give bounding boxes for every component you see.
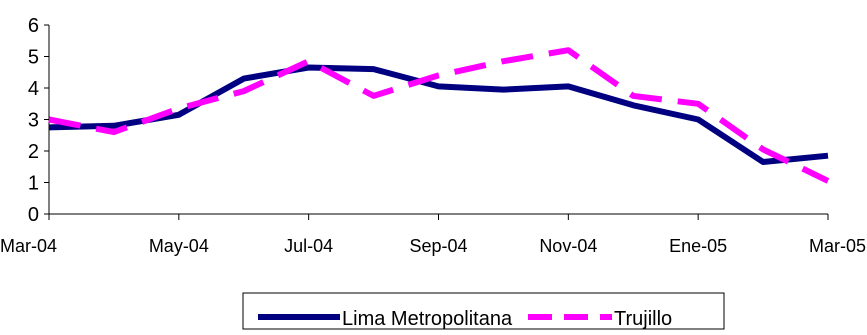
y-tick-label: 5 (28, 47, 39, 69)
legend-label-lima: Lima Metropolitana (342, 308, 513, 330)
x-tick-label: Ene-05 (669, 236, 727, 256)
y-axis: 0 1 2 3 4 5 6 (28, 15, 50, 226)
legend-label-trujillo: Trujillo (614, 308, 672, 330)
y-tick-label: 3 (28, 110, 39, 132)
y-tick-label: 1 (28, 173, 39, 195)
series-line-trujillo (48, 47, 830, 184)
x-tick-label: Mar-05 (809, 236, 866, 256)
y-tick-label: 6 (28, 15, 39, 37)
y-tick-label: 4 (28, 78, 39, 100)
legend-box (242, 292, 725, 330)
x-tick-label: Mar-04 (0, 236, 57, 256)
y-tick-label: 0 (28, 204, 39, 226)
x-tick-label: Nov-04 (539, 236, 597, 256)
y-tick-label: 2 (28, 141, 39, 163)
series-line-lima-metropolitana (48, 64, 829, 165)
x-axis: Mar-04 May-04 Jul-04 Sep-04 Nov-04 Ene-05 Mar-… (0, 213, 866, 256)
legend: Lima Metropolitana Trujillo (242, 292, 725, 330)
x-tick-label: Sep-04 (409, 236, 467, 256)
series-layer (48, 47, 830, 184)
x-tick-label: May-04 (149, 236, 209, 256)
x-tick-label: Jul-04 (284, 236, 333, 256)
